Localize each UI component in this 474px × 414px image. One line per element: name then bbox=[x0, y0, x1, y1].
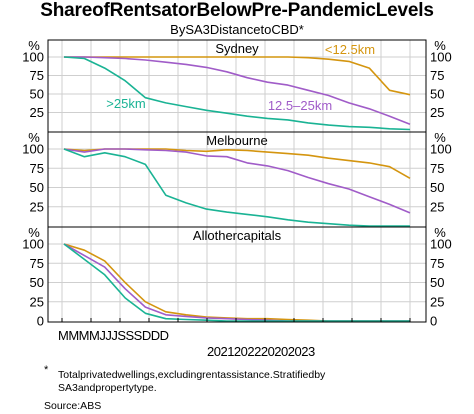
panel-title: Allothercapitals bbox=[193, 228, 282, 243]
panel-title: Melbourne bbox=[206, 133, 267, 148]
series-line-inner bbox=[63, 148, 411, 179]
y-tick-label-left: 0 bbox=[37, 314, 44, 329]
series-label-middle: 12.5–25km bbox=[268, 98, 332, 113]
series-line-far bbox=[63, 56, 411, 131]
panel-frame bbox=[47, 226, 427, 323]
y-tick-label-left: 75 bbox=[30, 256, 44, 271]
y-tick-label-left: 25 bbox=[30, 105, 44, 120]
y-tick-label-left: 100 bbox=[22, 237, 44, 252]
series-line-inner bbox=[64, 56, 411, 96]
source-note: Source:ABS bbox=[44, 400, 102, 412]
y-tick-label-right: 25 bbox=[430, 199, 444, 214]
series-label-inner: <12.5km bbox=[325, 42, 375, 57]
x-year-labels: 2021202220202023 bbox=[207, 344, 315, 359]
y-unit-right: % bbox=[434, 130, 446, 145]
y-tick-label-left: 75 bbox=[30, 68, 44, 83]
y-tick-label-left: 100 bbox=[22, 142, 44, 157]
y-tick-label-right: 25 bbox=[430, 105, 444, 120]
y-tick-label-left: 50 bbox=[30, 87, 44, 102]
y-unit-right: % bbox=[434, 38, 446, 53]
chart-title: ShareofRentsatorBelowPre-PandemicLevels bbox=[40, 0, 434, 21]
footnote-marker: * bbox=[44, 364, 49, 376]
y-tick-label-left: 25 bbox=[30, 294, 44, 309]
footnote-text: Totalprivatedwellings,excludingrentassis… bbox=[58, 369, 326, 394]
series-line-middle bbox=[63, 148, 411, 214]
y-unit-left: % bbox=[28, 38, 40, 53]
y-tick-label-right: 100 bbox=[430, 142, 452, 157]
chart-subtitle: BySA3DistancetoCBD* bbox=[170, 22, 304, 37]
y-unit-left: % bbox=[28, 225, 40, 240]
y-tick-label-right: 50 bbox=[430, 180, 444, 195]
series-line-far bbox=[63, 148, 410, 227]
y-tick-label-right: 100 bbox=[430, 237, 452, 252]
y-tick-label-right: 75 bbox=[430, 161, 444, 176]
panel-title: Sydney bbox=[215, 41, 259, 56]
y-tick-label-right: 100 bbox=[430, 50, 452, 65]
y-unit-right: % bbox=[434, 225, 446, 240]
y-tick-label-right: 50 bbox=[430, 87, 444, 102]
y-tick-label-right: 75 bbox=[430, 256, 444, 271]
y-tick-label-right: 75 bbox=[430, 68, 444, 83]
y-unit-left: % bbox=[28, 130, 40, 145]
series-label-far: >25km bbox=[106, 96, 145, 111]
y-tick-label-right: 25 bbox=[430, 294, 444, 309]
y-tick-label-left: 75 bbox=[30, 161, 44, 176]
y-tick-label-right: 0 bbox=[430, 314, 437, 329]
y-tick-label-left: 50 bbox=[30, 180, 44, 195]
series-line-middle bbox=[64, 56, 411, 126]
y-tick-label-right: 50 bbox=[430, 275, 444, 290]
x-tick-labels: MMMMJJJSSSDDD bbox=[58, 328, 169, 343]
y-tick-label-left: 25 bbox=[30, 199, 44, 214]
y-tick-label-left: 100 bbox=[22, 50, 44, 65]
y-tick-label-left: 50 bbox=[30, 275, 44, 290]
